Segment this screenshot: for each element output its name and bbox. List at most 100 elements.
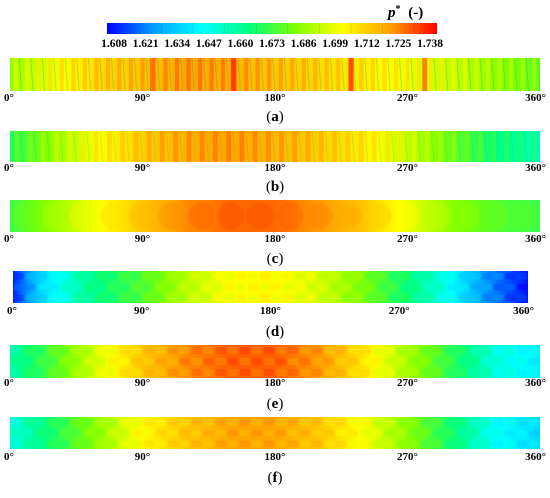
stripe-mark [198,58,203,91]
stripe-mark [106,131,112,162]
x-tick-label: 90° [135,233,150,245]
grid-cell [360,358,371,365]
grid-cell [423,273,434,280]
grid-cell [396,369,407,376]
stripe-mark [221,58,226,91]
grid-cell [493,283,504,291]
grid-cell [167,440,178,447]
stripe-edge [145,57,149,92]
stripe-edge [59,130,64,163]
grid-cell [107,429,118,437]
stripe-edge [152,130,157,163]
stripe-edge [387,57,391,92]
x-tick-label: 180° [260,305,281,317]
stripe-mark [290,58,295,91]
grid-cell [372,429,383,437]
stripe-edge [298,130,302,163]
grid-cell [142,283,153,291]
grid-cell [107,419,118,426]
stripe-edge [218,130,223,163]
grid-cell [376,283,387,291]
stripe-edge [398,57,403,92]
stripe-mark [292,131,298,162]
contour-field [10,200,540,232]
grid-cell [259,294,270,301]
grid-cell [482,294,492,301]
stripe-edge [468,57,472,92]
grid-cell [341,273,352,280]
grid-cell [372,440,383,447]
stripe-mark [318,131,324,162]
grid-cell [324,358,335,365]
stripe-mark [345,131,351,162]
grid-cell [49,294,59,301]
grid-cell [456,440,467,447]
grid-cell [288,358,299,365]
grid-cell [408,419,419,426]
grid-cell [263,429,274,437]
grid-cell [227,440,238,447]
grid-cell [423,283,434,291]
grid-cell [179,347,190,354]
stripe-edge [502,57,506,92]
grid-cell [276,347,287,354]
grid-cell [239,347,250,354]
colorbar-tick-label: 1.686 [291,38,317,50]
grid-cell [251,358,262,365]
grid-cell [143,419,154,426]
stripe-mark [173,131,179,162]
grid-cell [236,273,247,280]
colorbar-tick-label: 1.647 [196,38,222,50]
stripe-edge [536,130,541,163]
grid-cell [504,429,515,437]
grid-cell [236,294,247,301]
stripe-mark [405,58,410,91]
grid-cell [372,419,383,426]
stripe-edge [341,57,345,92]
stripe-mark [252,131,258,162]
grid-cell [318,273,329,280]
grid-cell [492,440,503,447]
grid-cell [215,358,226,365]
grid-cell [107,273,118,280]
grid-cell [71,369,82,376]
stripe-mark [209,58,214,91]
grid-cell [35,419,46,426]
grid-cell [353,294,364,301]
grid-cell [203,347,214,354]
stripe-mark [93,131,99,162]
grid-cell [179,429,190,437]
stripe-edge [514,57,518,92]
panel-caption-letter: a [271,109,279,125]
grid-cell [47,358,58,365]
stripe-mark [313,58,318,91]
grid-cell [239,440,250,447]
grid-cell [470,294,481,301]
grid-cell [504,347,515,354]
stripe-mark [385,131,391,162]
grid-cell [119,283,130,291]
stripe-edge [110,57,115,92]
stripe-mark [336,58,341,91]
stripe-edge [53,57,57,92]
colorbar: 1.608 1.621 1.634 1.647 1.660 1.673 1.686 1.699… [101,4,443,51]
grid-cell [203,419,214,426]
grid-cell [420,358,431,365]
grid-cell [435,283,446,291]
panel-caption-letter: c [272,251,279,267]
grid-cell [23,347,34,354]
stripe-mark [226,131,232,162]
grid-cell [420,347,431,354]
grid-cell [420,369,431,376]
grid-cell [263,358,274,365]
stripe-mark [382,58,387,91]
grid-cell [388,273,399,280]
grid-cell [191,440,202,447]
x-tick-label: 270° [397,162,418,174]
grid-cell [154,283,165,291]
grid-cell [330,273,340,280]
grid-cell [492,369,503,376]
grid-cell [288,347,299,354]
grid-cell [119,294,130,301]
grid-cell [388,283,399,291]
